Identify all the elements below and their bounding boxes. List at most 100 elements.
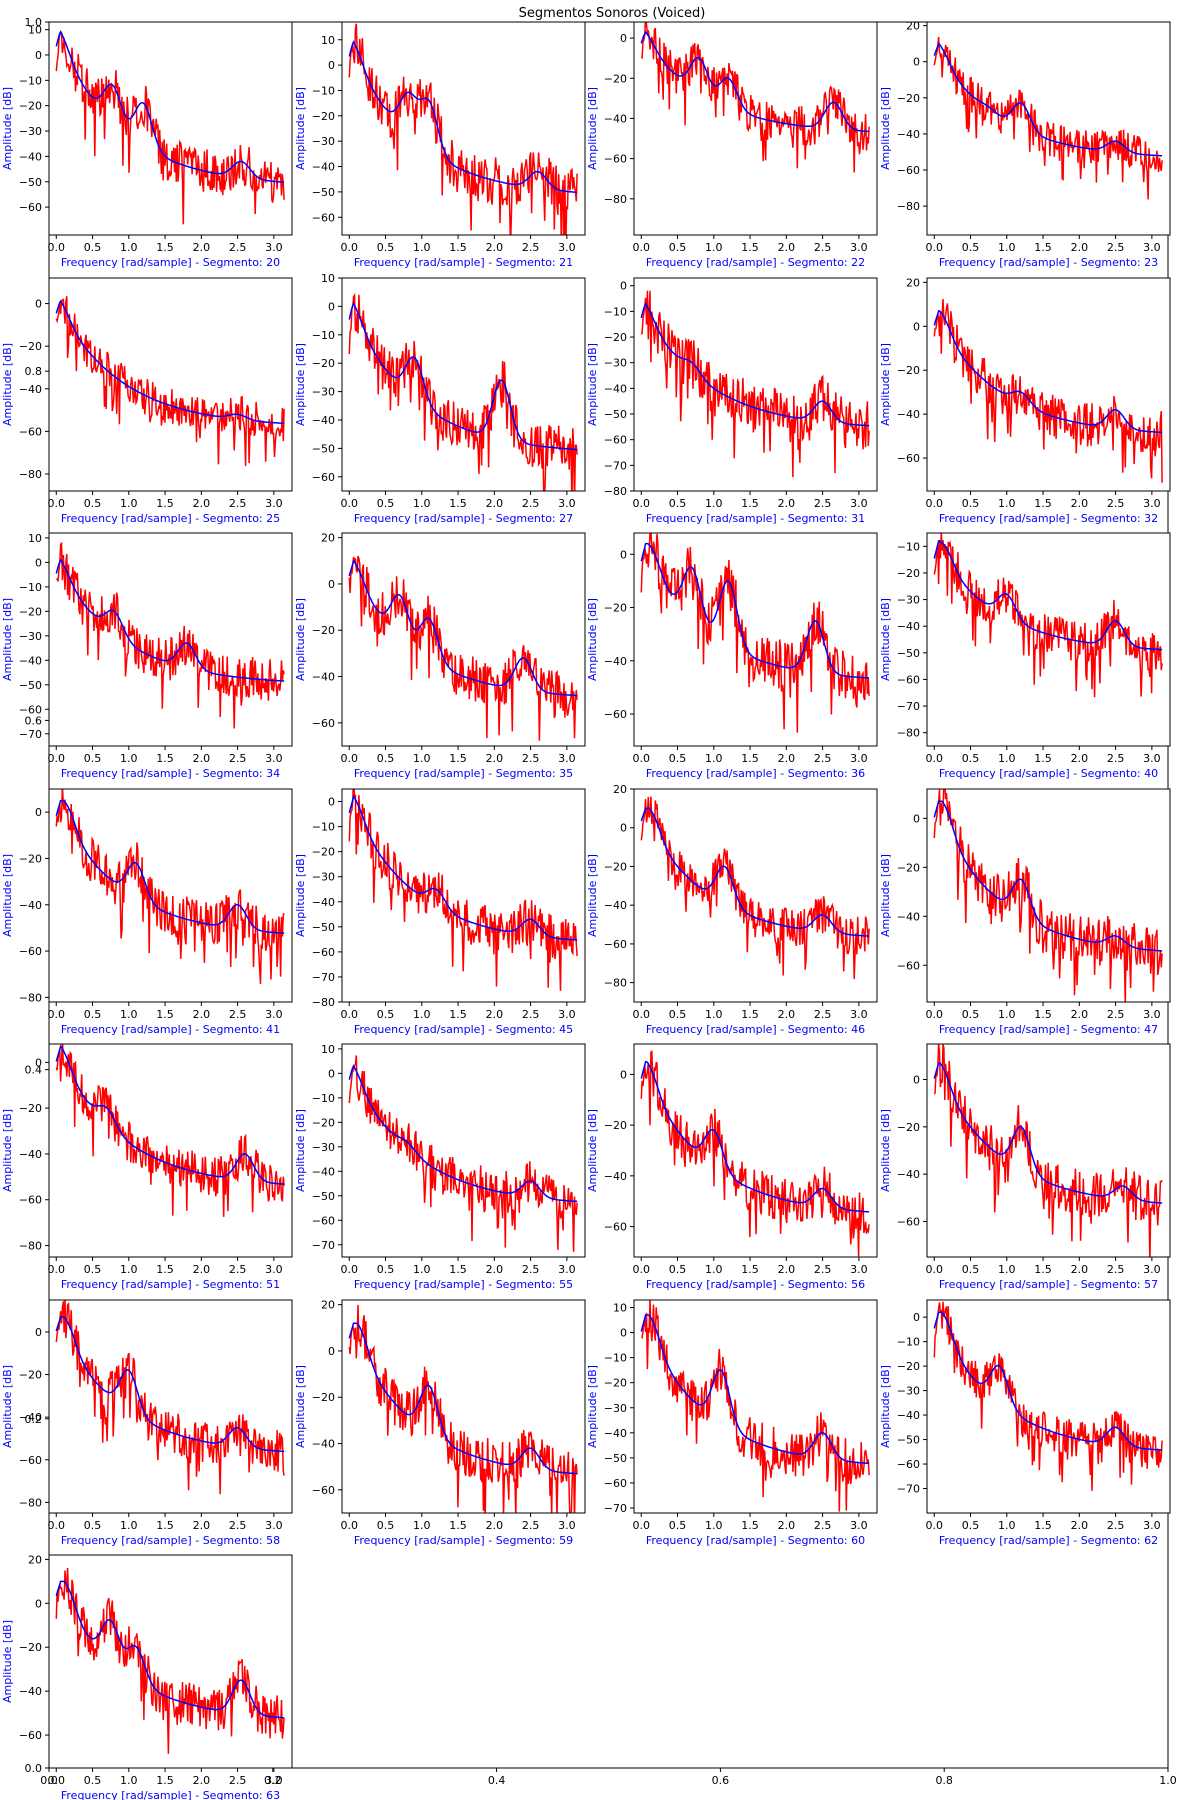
y-tick-label: −60 bbox=[312, 211, 335, 224]
subplot-frame bbox=[341, 277, 586, 492]
y-tick-label: −20 bbox=[312, 1391, 335, 1404]
x-tick-label: 2.0 bbox=[193, 752, 211, 765]
x-tick-label: 0.0 bbox=[48, 752, 66, 765]
x-tick-label: 2.0 bbox=[1071, 1263, 1089, 1276]
x-tick-label: 0.0 bbox=[926, 241, 944, 254]
y-tick-label: −50 bbox=[604, 1452, 627, 1465]
y-tick-label: −60 bbox=[604, 153, 627, 166]
x-tick-label: 0.5 bbox=[84, 1774, 102, 1787]
x-axis-label: Frequency [rad/sample] - Segmento: 58 bbox=[61, 1534, 280, 1547]
y-tick-label: 0 bbox=[913, 56, 920, 69]
lpc-envelope-line bbox=[348, 40, 578, 194]
x-tick-label: 0.0 bbox=[48, 1774, 66, 1787]
x-tick-label: 3.0 bbox=[265, 241, 283, 254]
x-tick-label: 1.5 bbox=[1034, 241, 1052, 254]
x-tick-label: 1.5 bbox=[741, 1519, 759, 1532]
y-axis-label: Amplitude [dB] bbox=[1, 87, 14, 170]
x-axis-label: Frequency [rad/sample] - Segmento: 32 bbox=[939, 512, 1158, 525]
x-tick-label: 1.5 bbox=[156, 752, 174, 765]
x-tick-label: 3.0 bbox=[265, 1008, 283, 1021]
y-tick-label: 20 bbox=[321, 1299, 335, 1312]
x-axis-label: Frequency [rad/sample] - Segmento: 55 bbox=[354, 1278, 573, 1291]
y-tick-label: −20 bbox=[897, 92, 920, 105]
x-tick-label: 2.5 bbox=[229, 497, 247, 510]
x-tick-label: 3.0 bbox=[850, 1008, 868, 1021]
x-tick-label: 1.0 bbox=[705, 1008, 723, 1021]
y-tick-label: −60 bbox=[897, 452, 920, 465]
lpc-envelope-line bbox=[933, 42, 1163, 157]
x-tick-label: 1.0 bbox=[120, 497, 138, 510]
x-tick-label: 3.0 bbox=[1143, 497, 1161, 510]
subplot-segment-22: 0.0 0.5 1.0 1.5 2.0 2.5 3.0 −80 −60 −40 −20 0 Freque… bbox=[586, 21, 878, 269]
subplot-segment-55: 0.0 0.5 1.0 1.5 2.0 2.5 3.0 −70 −60 −50 −40 −30 −20 −… bbox=[294, 1043, 586, 1291]
x-tick-label: 1.0 bbox=[413, 241, 431, 254]
x-axis-label: Frequency [rad/sample] - Segmento: 62 bbox=[939, 1534, 1158, 1547]
subplot-segment-58: 0.0 0.5 1.0 1.5 2.0 2.5 3.0 −80 −60 −40 −20 0 Freque… bbox=[1, 1299, 293, 1547]
y-tick-label: −30 bbox=[312, 871, 335, 884]
y-tick-label: 0 bbox=[35, 1597, 42, 1610]
subplot-segment-60: 0.0 0.5 1.0 1.5 2.0 2.5 3.0 −70 −60 −50 −40 −30 −20 −… bbox=[586, 1299, 878, 1547]
y-tick-label: −50 bbox=[312, 442, 335, 455]
x-tick-label: 2.5 bbox=[522, 241, 540, 254]
y-tick-label: 10 bbox=[28, 24, 42, 37]
x-tick-label: 3.0 bbox=[1143, 241, 1161, 254]
y-tick-label: −50 bbox=[312, 186, 335, 199]
x-tick-label: 0.0 bbox=[926, 1519, 944, 1532]
y-tick-label: −40 bbox=[19, 1685, 42, 1698]
x-tick-label: 1.0 bbox=[705, 752, 723, 765]
subplot-frame bbox=[48, 277, 293, 492]
y-tick-label: −40 bbox=[312, 671, 335, 684]
y-tick-label: −60 bbox=[312, 471, 335, 484]
x-tick-label: 2.5 bbox=[229, 1008, 247, 1021]
lpc-envelope-line bbox=[640, 807, 870, 937]
y-tick-label: −20 bbox=[312, 357, 335, 370]
background-x-tick-label: 0.0 bbox=[40, 1774, 58, 1787]
x-tick-label: 2.0 bbox=[778, 1008, 796, 1021]
background-y-tick-label: 0.0 bbox=[25, 1762, 43, 1775]
subplot-plot-area bbox=[342, 22, 585, 235]
y-tick-label: −20 bbox=[897, 364, 920, 377]
x-tick-label: 1.5 bbox=[741, 497, 759, 510]
subplot-segment-21: 0.0 0.5 1.0 1.5 2.0 2.5 3.0 −60 −50 −40 −30 −20 −10 0… bbox=[294, 21, 586, 269]
lpc-envelope-line bbox=[55, 299, 285, 425]
y-tick-label: −50 bbox=[19, 176, 42, 189]
x-axis-label: Frequency [rad/sample] - Segmento: 36 bbox=[646, 767, 865, 780]
y-tick-label: −10 bbox=[604, 1352, 627, 1365]
x-tick-label: 1.5 bbox=[156, 1774, 174, 1787]
x-tick-label: 1.0 bbox=[120, 1519, 138, 1532]
y-tick-label: −80 bbox=[19, 468, 42, 481]
x-tick-label: 2.0 bbox=[193, 497, 211, 510]
background-x-tick-label: 0.2 bbox=[264, 1774, 282, 1787]
y-tick-label: −30 bbox=[897, 594, 920, 607]
y-tick-label: −40 bbox=[604, 382, 627, 395]
y-tick-label: −20 bbox=[604, 1119, 627, 1132]
y-tick-label: −20 bbox=[897, 1121, 920, 1134]
x-tick-label: 0.5 bbox=[962, 1263, 980, 1276]
x-tick-label: 1.5 bbox=[741, 241, 759, 254]
y-tick-label: 10 bbox=[321, 272, 335, 285]
y-axis-label: Amplitude [dB] bbox=[879, 854, 892, 937]
y-tick-label: 10 bbox=[321, 1043, 335, 1056]
spectrum-line bbox=[640, 22, 870, 173]
y-tick-label: −40 bbox=[897, 910, 920, 923]
x-tick-label: 2.5 bbox=[814, 1263, 832, 1276]
x-tick-label: 1.5 bbox=[1034, 1519, 1052, 1532]
subplot-segment-35: 0.0 0.5 1.0 1.5 2.0 2.5 3.0 −60 −40 −20 0 20 Frequen… bbox=[294, 532, 586, 780]
x-tick-label: 1.5 bbox=[449, 497, 467, 510]
y-tick-label: 0 bbox=[620, 548, 627, 561]
y-tick-label: −80 bbox=[897, 727, 920, 740]
y-tick-label: −40 bbox=[604, 655, 627, 668]
x-tick-label: 0.0 bbox=[926, 497, 944, 510]
y-tick-label: −60 bbox=[19, 703, 42, 716]
x-tick-label: 0.0 bbox=[48, 497, 66, 510]
subplot-frame bbox=[633, 532, 878, 747]
lpc-envelope-line bbox=[55, 558, 285, 682]
spectrum-line bbox=[640, 290, 870, 478]
x-tick-label: 3.0 bbox=[265, 1519, 283, 1532]
y-tick-label: −40 bbox=[897, 620, 920, 633]
subplot-segment-63: 0.0 0.5 1.0 1.5 2.0 2.5 3.0 −60 −40 −20 0 20 Frequen… bbox=[1, 1553, 293, 1800]
x-axis-label: Frequency [rad/sample] - Segmento: 46 bbox=[646, 1023, 865, 1036]
x-tick-label: 0.0 bbox=[341, 497, 359, 510]
spectrum-line bbox=[56, 542, 285, 729]
x-tick-label: 3.0 bbox=[558, 752, 576, 765]
